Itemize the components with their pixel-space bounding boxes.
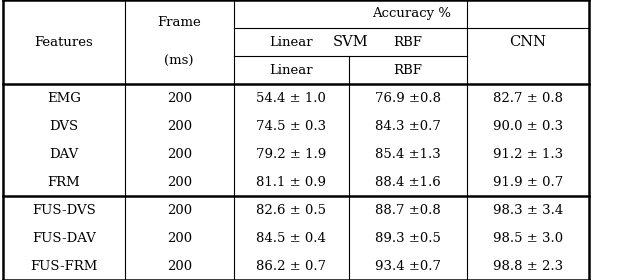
Text: FUS-DVS: FUS-DVS	[32, 204, 96, 216]
Text: (ms): (ms)	[164, 55, 194, 68]
Text: CNN: CNN	[509, 35, 547, 49]
Text: 200: 200	[166, 120, 192, 132]
Text: 88.7 ±0.8: 88.7 ±0.8	[375, 204, 441, 216]
Text: FRM: FRM	[47, 176, 81, 188]
Text: EMG: EMG	[47, 92, 81, 104]
Text: 200: 200	[166, 260, 192, 272]
Text: 84.5 ± 0.4: 84.5 ± 0.4	[256, 232, 326, 244]
Text: 76.9 ±0.8: 76.9 ±0.8	[375, 92, 441, 104]
Text: Accuracy %: Accuracy %	[372, 8, 451, 20]
Text: 88.4 ±1.6: 88.4 ±1.6	[375, 176, 441, 188]
Text: FUS-FRM: FUS-FRM	[30, 260, 98, 272]
Text: 54.4 ± 1.0: 54.4 ± 1.0	[256, 92, 326, 104]
Text: 82.7 ± 0.8: 82.7 ± 0.8	[493, 92, 563, 104]
Text: 79.2 ± 1.9: 79.2 ± 1.9	[256, 148, 326, 160]
Text: 84.3 ±0.7: 84.3 ±0.7	[375, 120, 441, 132]
Text: 200: 200	[166, 92, 192, 104]
Text: RBF: RBF	[394, 64, 422, 76]
Text: 81.1 ± 0.9: 81.1 ± 0.9	[256, 176, 326, 188]
Text: Linear: Linear	[269, 64, 313, 76]
Text: 82.6 ± 0.5: 82.6 ± 0.5	[256, 204, 326, 216]
Text: 98.5 ± 3.0: 98.5 ± 3.0	[493, 232, 563, 244]
Text: DVS: DVS	[49, 120, 79, 132]
Text: 200: 200	[166, 232, 192, 244]
Text: 98.8 ± 2.3: 98.8 ± 2.3	[493, 260, 563, 272]
Text: 91.9 ± 0.7: 91.9 ± 0.7	[493, 176, 563, 188]
Text: Features: Features	[35, 36, 93, 48]
Text: 200: 200	[166, 176, 192, 188]
Text: 85.4 ±1.3: 85.4 ±1.3	[375, 148, 441, 160]
Text: SVM: SVM	[333, 35, 368, 49]
Text: Linear: Linear	[269, 36, 313, 48]
Text: 89.3 ±0.5: 89.3 ±0.5	[375, 232, 441, 244]
Text: DAV: DAV	[49, 148, 79, 160]
Text: Frame: Frame	[157, 16, 201, 29]
Text: 200: 200	[166, 148, 192, 160]
Text: RBF: RBF	[394, 36, 422, 48]
Text: 86.2 ± 0.7: 86.2 ± 0.7	[256, 260, 326, 272]
Text: FUS-DAV: FUS-DAV	[32, 232, 96, 244]
Text: 74.5 ± 0.3: 74.5 ± 0.3	[256, 120, 326, 132]
Text: 98.3 ± 3.4: 98.3 ± 3.4	[493, 204, 563, 216]
Text: 93.4 ±0.7: 93.4 ±0.7	[375, 260, 441, 272]
Text: 91.2 ± 1.3: 91.2 ± 1.3	[493, 148, 563, 160]
Text: 90.0 ± 0.3: 90.0 ± 0.3	[493, 120, 563, 132]
Text: 200: 200	[166, 204, 192, 216]
